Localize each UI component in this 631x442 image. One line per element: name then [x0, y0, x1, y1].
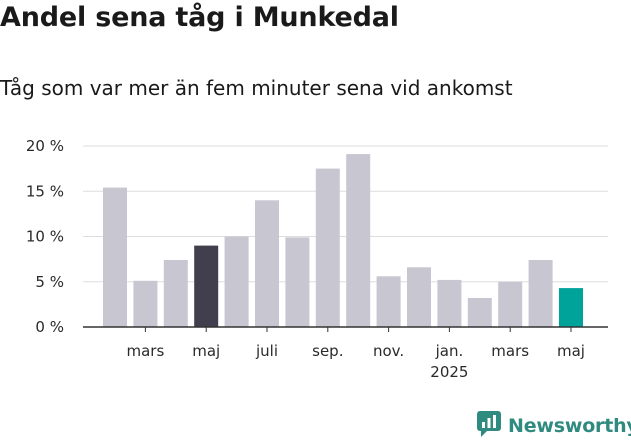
chart-title: Andel sena tåg i Munkedal: [0, 2, 399, 33]
bar: [255, 200, 279, 327]
bar: [133, 280, 158, 327]
y-tick-label: 10 %: [26, 228, 64, 246]
bar: [559, 288, 583, 327]
bar: [376, 276, 401, 327]
bar: [346, 154, 371, 327]
x-axis: [83, 326, 608, 332]
brand-name: Newsworthy: [508, 415, 631, 437]
y-tick-label: 0 %: [35, 318, 64, 336]
x-tick-label: 2025: [430, 363, 468, 381]
x-tick-label: mars: [491, 342, 529, 360]
y-tick-label: 15 %: [26, 182, 64, 200]
bar: [103, 187, 127, 327]
bar: [163, 260, 188, 327]
bar-chart: 0 % 5 % 10 % 15 % 20 % mars maj juli sep. nov. ja…: [26, 137, 608, 381]
x-tick-label: maj: [192, 342, 220, 360]
bar: [224, 236, 249, 327]
bars: [103, 154, 583, 328]
bar: [285, 237, 310, 327]
x-tick-label: jan.: [435, 342, 464, 360]
bar: [315, 168, 340, 327]
chart-subtitle: Tåg som var mer än fem minuter sena vid …: [0, 76, 513, 100]
y-tick-label: 5 %: [35, 273, 64, 291]
bar: [437, 279, 462, 327]
bar: [528, 260, 553, 327]
x-axis-tick-labels: mars maj juli sep. nov. jan. 2025 mars maj: [127, 342, 585, 381]
bar: [467, 298, 492, 327]
x-tick-label: maj: [557, 342, 585, 360]
newsworthy-logo-icon: [476, 410, 502, 442]
y-axis-tick-labels: 0 % 5 % 10 % 15 % 20 %: [26, 137, 64, 336]
brand-logo[interactable]: Newsworthy: [476, 410, 631, 442]
x-tick-label: mars: [127, 342, 165, 360]
x-tick-label: juli: [255, 342, 278, 360]
x-tick-label: nov.: [373, 342, 404, 360]
y-tick-label: 20 %: [26, 137, 64, 155]
x-tick-label: sep.: [312, 342, 343, 360]
bar: [194, 245, 219, 327]
bar: [407, 267, 431, 327]
bar: [498, 281, 523, 328]
